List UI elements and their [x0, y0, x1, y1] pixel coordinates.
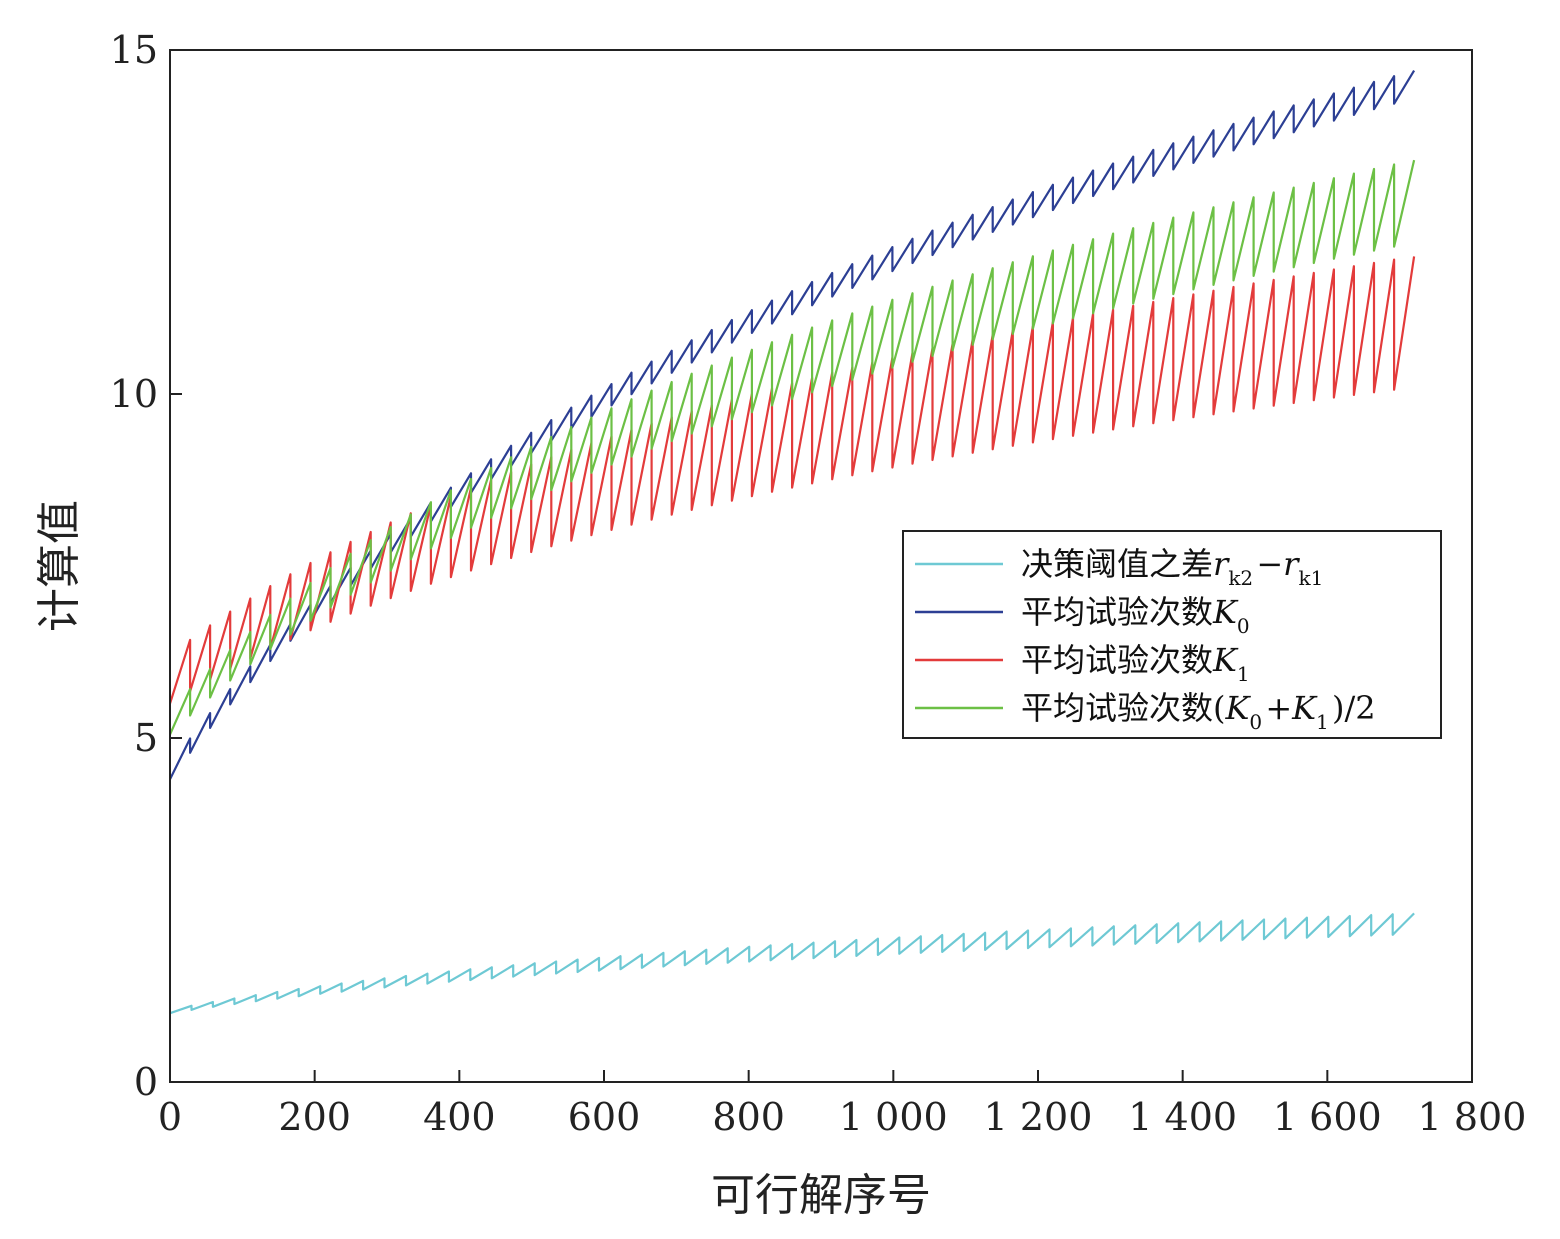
- legend-label: 平均试验次数K0: [1021, 593, 1253, 638]
- y-axis-title: 计算值: [34, 500, 85, 632]
- x-tick-label: 200: [278, 1095, 351, 1139]
- series-line-1: [169, 70, 1416, 780]
- x-tick-label: 1 600: [1273, 1095, 1382, 1139]
- legend: 决策阈值之差rk2 −rk1 平均试验次数K0 平均试验次数K1 平均试验次数(…: [902, 530, 1442, 739]
- x-tick-label: 800: [712, 1095, 785, 1139]
- x-tick-label: 0: [158, 1095, 182, 1139]
- x-tick-label: 400: [423, 1095, 496, 1139]
- series-line-3: [168, 159, 1416, 736]
- x-tick-label: 1 800: [1418, 1095, 1527, 1139]
- x-tick-label: 1 000: [839, 1095, 948, 1139]
- series-line-0: [169, 912, 1415, 1015]
- y-tick-label: 15: [110, 28, 158, 72]
- y-tick-label: 10: [110, 372, 158, 416]
- tick-layer: 0 200 400 600 800 1 000 1 200 1 400 1 600 1 800 0 5…: [110, 28, 1527, 1139]
- x-tick-label: 1 400: [1128, 1095, 1237, 1139]
- plot-frame: [169, 49, 1473, 1083]
- series-layer: [168, 70, 1416, 1015]
- x-axis-title: 可行解序号: [711, 1170, 931, 1221]
- legend-label: 平均试验次数K1: [1021, 641, 1253, 686]
- x-tick-label: 600: [568, 1095, 641, 1139]
- y-tick-label: 5: [134, 716, 158, 760]
- series-line-2: [168, 256, 1416, 704]
- legend-label: 平均试验次数(K0 +K1 )/2: [1021, 689, 1376, 734]
- legend-box: [902, 530, 1442, 739]
- y-tick-label: 0: [134, 1060, 158, 1104]
- x-tick-label: 1 200: [984, 1095, 1093, 1139]
- legend-label: 决策阈值之差rk2 −rk1: [1021, 545, 1326, 590]
